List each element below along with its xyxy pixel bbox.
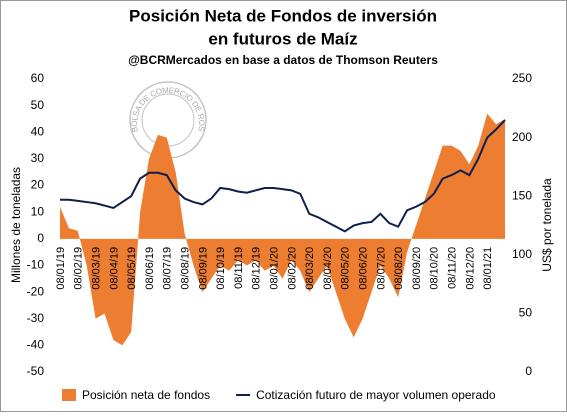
y-tick-label: -30 [27, 311, 45, 325]
y2-tick-label: 200 [512, 130, 532, 144]
x-tick-label: 08/10/19 [215, 247, 227, 290]
y2-tick-label: 150 [512, 188, 532, 202]
x-tick-label: 08/09/19 [197, 247, 209, 290]
y-tick-label: -40 [27, 338, 45, 352]
line [60, 119, 506, 233]
y2-tick-label: 250 [512, 71, 532, 85]
x-tick-label: 08/03/20 [304, 247, 316, 290]
y2-axis-label: US$ por tonelada [540, 178, 554, 272]
x-tick-label: 08/12/19 [251, 247, 263, 290]
x-tick-label: 08/02/19 [73, 247, 85, 290]
area [60, 113, 505, 346]
x-tick-label: 08/02/20 [286, 247, 298, 290]
x-tick-label: 08/09/20 [411, 247, 423, 290]
x-tick-label: 08/06/19 [144, 247, 156, 290]
x-tick-label: 08/04/19 [108, 247, 120, 290]
x-tick-label: 08/07/20 [375, 247, 387, 290]
chart-title: en futuros de Maíz [208, 29, 357, 48]
y-tick-label: 60 [31, 71, 45, 85]
x-tick-label: 08/01/21 [482, 247, 494, 290]
x-tick-label: 08/01/19 [55, 247, 67, 290]
x-tick-label: 08/05/20 [340, 247, 352, 290]
x-tick-label: 08/11/20 [447, 247, 459, 289]
x-tick-label: 08/07/19 [162, 247, 174, 290]
y-tick-label: 50 [31, 98, 45, 112]
y-tick-label: -10 [27, 258, 45, 272]
y2-tick-label: 0 [525, 364, 532, 378]
y-axis-label: Millones de toneladas [9, 167, 23, 283]
y-tick-label: -50 [27, 364, 45, 378]
chart-title: Posición Neta de Fondos de inversión [129, 6, 437, 25]
legend-label: Cotización futuro de mayor volumen opera… [256, 388, 496, 402]
y-tick-label: -20 [27, 284, 45, 298]
x-tick-label: 08/11/19 [233, 247, 245, 289]
x-tick-label: 08/10/20 [429, 247, 441, 290]
y-tick-label: 0 [37, 231, 44, 245]
y2-tick-label: 100 [512, 247, 532, 261]
y-tick-label: 40 [31, 124, 45, 138]
x-tick-label: 08/12/20 [464, 247, 476, 290]
y-tick-label: 30 [31, 151, 45, 165]
x-tick-label: 08/03/19 [91, 247, 103, 290]
x-tick-label: 08/04/20 [322, 247, 334, 290]
y-tick-label: 20 [31, 178, 45, 192]
legend-swatch [62, 389, 76, 401]
x-tick-label: 08/05/19 [126, 247, 138, 290]
x-tick-label: 08/06/20 [358, 247, 370, 290]
y2-tick-label: 50 [519, 306, 533, 320]
x-tick-label: 08/01/20 [269, 247, 281, 290]
x-tick-label: 08/08/20 [393, 247, 405, 290]
x-tick-label: 08/08/19 [180, 247, 192, 290]
chart-subtitle: @BCRMercados en base a datos de Thomson … [128, 53, 438, 67]
legend-label: Posición neta de fondos [82, 388, 210, 402]
y-tick-label: 10 [31, 204, 45, 218]
